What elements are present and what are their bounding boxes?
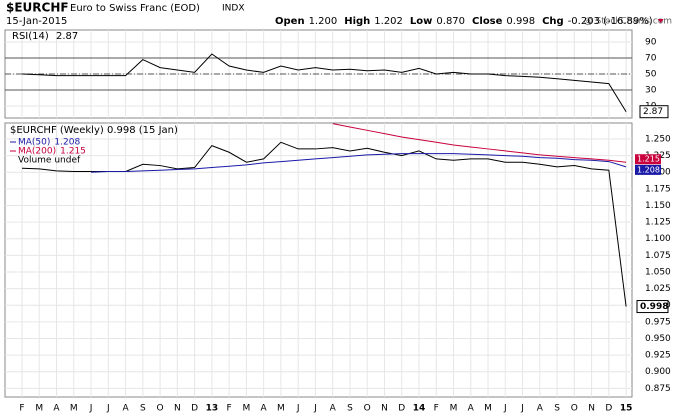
x-tick-label: S — [140, 404, 146, 414]
x-tick-label: 14 — [413, 404, 426, 414]
x-tick-label: N — [588, 404, 595, 414]
panel-value: 2.87 — [56, 31, 78, 42]
x-tick-label: M — [277, 404, 285, 414]
y-tick-label: 50 — [645, 70, 657, 80]
y-tick-label: 0.900 — [645, 367, 671, 377]
x-tick-label: S — [347, 404, 353, 414]
y-tick-label: 0.875 — [645, 384, 671, 394]
price-box-label: 1.208 — [637, 165, 660, 174]
y-tick-label: 1.050 — [645, 267, 671, 277]
x-tick-label: J — [296, 404, 300, 414]
y-tick-label: 1.175 — [645, 184, 671, 194]
price-box — [635, 154, 661, 165]
x-tick-label: F — [19, 404, 24, 414]
price-box-label: 1.215 — [637, 155, 660, 164]
x-tick-label: A — [537, 404, 544, 414]
exchange: INDX — [222, 4, 244, 14]
quote-value: 1.202 — [374, 16, 403, 27]
x-tick-label: J — [503, 404, 507, 414]
x-tick-label: M — [484, 404, 492, 414]
y-tick-label: 70 — [645, 54, 657, 64]
x-tick-label: O — [157, 404, 164, 414]
quote-label: Close — [472, 16, 503, 27]
y-tick-label: 1.025 — [645, 284, 671, 294]
value-box-label: 2.87 — [643, 107, 663, 117]
x-tick-label: M — [242, 404, 250, 414]
value-box — [639, 105, 669, 119]
quote-label: High — [344, 16, 370, 27]
y-tick-label: 1.075 — [645, 251, 671, 261]
panel-title: RSI(14) — [12, 31, 49, 42]
quote-label: Low — [410, 16, 432, 27]
quote-value: 0.998 — [506, 16, 535, 27]
x-tick-label: S — [554, 404, 560, 414]
y-tick-label: 90 — [645, 38, 657, 48]
close-box-label: 0.998 — [640, 302, 668, 312]
legend-value: 1.208 — [54, 138, 80, 148]
legend-value: 1.215 — [60, 147, 86, 157]
x-tick-label: F — [434, 404, 439, 414]
y-tick-label: 0.925 — [645, 351, 671, 361]
panel-frame — [4, 122, 633, 398]
x-tick-label: N — [381, 404, 388, 414]
y-tick-label: 30 — [645, 86, 657, 96]
legend-title: $EURCHF (Weekly) 0.998 (15 Jan) — [10, 125, 178, 136]
x-tick-label: 15 — [620, 404, 633, 414]
x-tick-label: J — [520, 404, 524, 414]
x-tick-label: J — [106, 404, 110, 414]
x-tick-label: M — [70, 404, 78, 414]
y-tick-label: 0.950 — [645, 334, 671, 344]
series-line — [332, 123, 627, 163]
x-tick-label: J — [89, 404, 93, 414]
series-line — [21, 53, 627, 112]
y-tick-label: 1.100 — [645, 234, 671, 244]
y-tick-label: 1.250 — [645, 134, 671, 144]
credit: @ StockCharts.com — [584, 17, 672, 27]
legend-label: MA(50) — [18, 138, 50, 148]
x-tick-label: O — [571, 404, 578, 414]
x-tick-label: A — [122, 404, 129, 414]
x-tick-label: M — [450, 404, 458, 414]
date: 15-Jan-2015 — [6, 16, 67, 27]
quote-value: -0.203 (-16.89%) — [568, 16, 653, 27]
quote-value: 0.870 — [436, 16, 465, 27]
x-tick-label: A — [330, 404, 337, 414]
x-tick-label: 13 — [206, 404, 219, 414]
y-tick-label: 1.150 — [645, 201, 671, 211]
series-line — [21, 141, 627, 307]
quote-label: Open — [275, 16, 305, 27]
series-line — [91, 153, 627, 173]
x-tick-label: D — [605, 404, 612, 414]
quote-label: Chg — [542, 16, 564, 27]
down-arrow — [657, 19, 664, 23]
x-tick-label: J — [313, 404, 317, 414]
x-tick-label: M — [35, 404, 43, 414]
x-tick-label: F — [227, 404, 232, 414]
x-tick-label: O — [364, 404, 371, 414]
x-tick-label: D — [191, 404, 198, 414]
y-tick-label: 1.125 — [645, 218, 671, 228]
x-tick-label: A — [468, 404, 475, 414]
legend-label: MA(200) — [18, 147, 56, 157]
x-tick-label: A — [261, 404, 268, 414]
instrument-name: Euro to Swiss Franc (EOD) — [70, 3, 200, 14]
x-tick-label: N — [174, 404, 181, 414]
y-tick-label: 0.975 — [645, 317, 671, 327]
symbol: $EURCHF — [6, 1, 69, 15]
price-box — [635, 164, 661, 175]
quote-value: 1.200 — [309, 16, 338, 27]
close-box — [636, 300, 669, 314]
x-tick-label: A — [53, 404, 60, 414]
volume-note: Volume undef — [18, 156, 81, 166]
x-tick-label: D — [398, 404, 405, 414]
